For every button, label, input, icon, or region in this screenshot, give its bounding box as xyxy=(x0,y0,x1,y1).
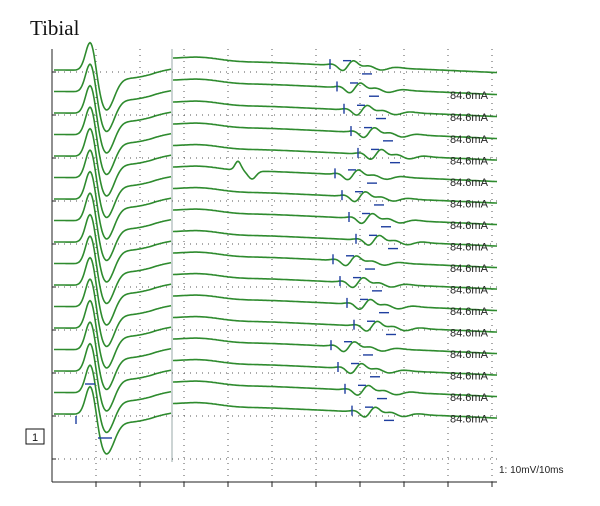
emg-trace xyxy=(54,63,498,133)
trace-amplitude-label: 84.6mA xyxy=(450,134,489,146)
emg-trace xyxy=(54,41,498,111)
scale-label: 1: 10mV/10ms xyxy=(499,465,563,476)
trace-amplitude-label: 84.6mA xyxy=(450,90,489,102)
emg-trace xyxy=(54,149,498,219)
trace-amplitude-label: 84.6mA xyxy=(450,241,489,253)
channel-box: 1 xyxy=(25,428,45,445)
panel-title: Tibial xyxy=(30,16,80,40)
trace-amplitude-label: 84.6mA xyxy=(450,177,489,189)
emg-trace xyxy=(54,321,498,391)
trace-amplitude-label: 84.6mA xyxy=(450,220,489,232)
trace-amplitude-label: 84.6mA xyxy=(450,392,489,404)
trace-amplitude-label: 84.6mA xyxy=(450,306,489,318)
trace-amplitude-label: 84.6mA xyxy=(450,327,489,339)
emg-trace xyxy=(54,342,498,412)
trace-amplitude-label: 84.6mA xyxy=(450,413,489,425)
emg-trace xyxy=(54,106,498,176)
trace-amplitude-label: 84.6mA xyxy=(450,284,489,296)
trace-amplitude-label: 84.6mA xyxy=(450,112,489,124)
emg-trace xyxy=(54,235,498,305)
channel-box-label: 1 xyxy=(32,432,38,444)
trace-amplitude-label: 84.6mA xyxy=(450,155,489,167)
trace-amplitude-label: 84.6mA xyxy=(450,198,489,210)
emg-trace xyxy=(54,192,498,262)
emg-trace xyxy=(54,299,498,369)
trace-amplitude-label: 84.6mA xyxy=(450,349,489,361)
emg-trace xyxy=(54,256,498,326)
emg-trace xyxy=(54,364,498,434)
emg-trace xyxy=(54,170,498,240)
emg-trace xyxy=(54,213,498,283)
trace-amplitude-label: 84.6mA xyxy=(450,263,489,275)
trace-amplitude-label: 84.6mA xyxy=(450,370,489,382)
grid xyxy=(52,49,497,487)
emg-trace xyxy=(54,385,498,455)
emg-trace xyxy=(54,278,498,348)
emg-trace xyxy=(54,84,498,154)
emg-trace xyxy=(54,127,498,197)
